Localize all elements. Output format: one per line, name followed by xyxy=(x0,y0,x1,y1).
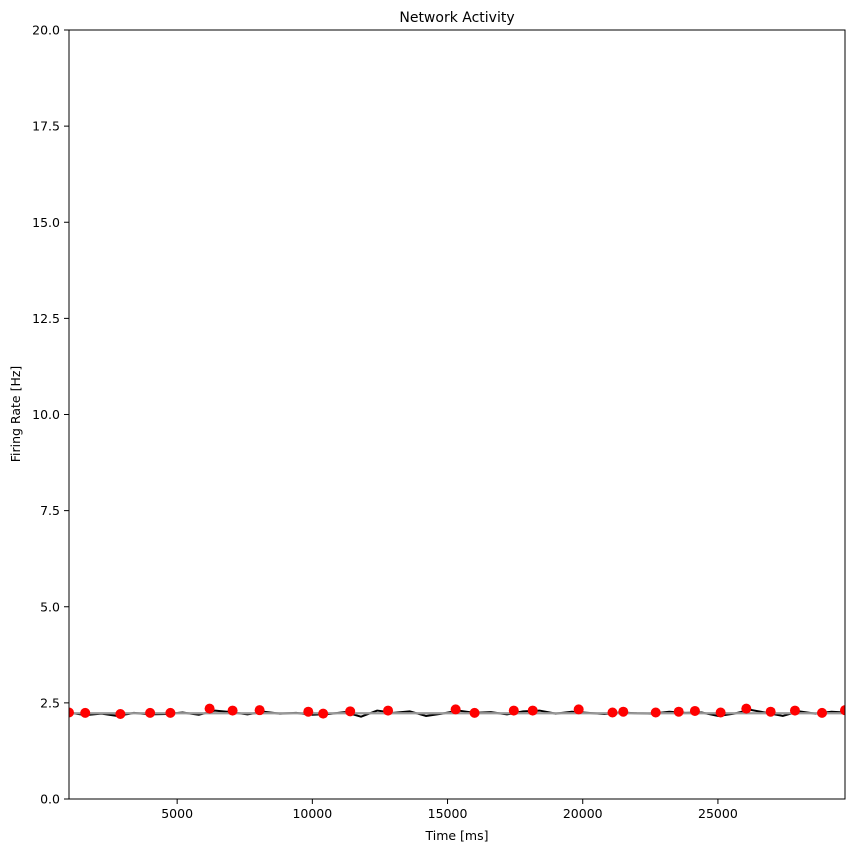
y-tick-label: 5.0 xyxy=(40,599,60,614)
y-tick-label: 17.5 xyxy=(32,119,60,134)
y-tick-label: 7.5 xyxy=(40,503,60,518)
peak-marker xyxy=(715,707,726,718)
y-tick-label: 2.5 xyxy=(40,695,60,710)
x-tick-label: 15000 xyxy=(428,806,468,821)
peak-marker xyxy=(789,705,800,716)
peak-marker xyxy=(469,707,480,718)
peak-marker xyxy=(689,705,700,716)
x-axis: 5000 10000 15000 20000 25000 xyxy=(161,799,738,821)
peak-marker xyxy=(227,705,238,716)
peak-marker xyxy=(618,706,629,717)
x-tick-label: 10000 xyxy=(292,806,332,821)
peak-marker xyxy=(345,706,356,717)
x-tick-label: 25000 xyxy=(698,806,738,821)
peak-marker xyxy=(673,706,684,717)
chart-title: Network Activity xyxy=(399,10,514,26)
peak-marker xyxy=(573,704,584,715)
peak-marker xyxy=(115,709,126,720)
peak-marker xyxy=(650,707,661,718)
peak-marker xyxy=(318,708,329,719)
peak-marker xyxy=(303,706,314,717)
y-tick-label: 12.5 xyxy=(32,311,60,326)
y-tick-label: 10.0 xyxy=(32,407,60,422)
peak-marker xyxy=(508,705,519,716)
x-axis-label: Time [ms] xyxy=(424,828,488,843)
peak-marker xyxy=(165,707,176,718)
peak-marker xyxy=(840,705,845,716)
plot-area xyxy=(68,29,846,800)
peak-marker xyxy=(254,705,265,716)
y-axis: 0.0 2.5 5.0 7.5 10.0 12.5 15.0 17.5 20.0 xyxy=(32,23,69,807)
y-tick-label: 20.0 xyxy=(32,23,60,38)
y-tick-label: 15.0 xyxy=(32,215,60,230)
peak-marker xyxy=(80,707,91,718)
peak-marker xyxy=(383,705,394,716)
peak-marker xyxy=(817,707,828,718)
peak-marker xyxy=(145,707,156,718)
peak-marker xyxy=(527,705,538,716)
peak-marker xyxy=(450,704,461,715)
x-tick-label: 20000 xyxy=(563,806,603,821)
y-tick-label: 0.0 xyxy=(40,792,60,807)
peak-marker xyxy=(741,703,752,714)
peak-marker xyxy=(607,707,618,718)
plot-frame xyxy=(68,29,846,800)
y-axis-label: Firing Rate [Hz] xyxy=(8,366,23,463)
peak-marker xyxy=(69,707,74,718)
peak-marker xyxy=(204,703,215,714)
peak-marker xyxy=(765,706,776,717)
x-tick-label: 5000 xyxy=(161,806,193,821)
